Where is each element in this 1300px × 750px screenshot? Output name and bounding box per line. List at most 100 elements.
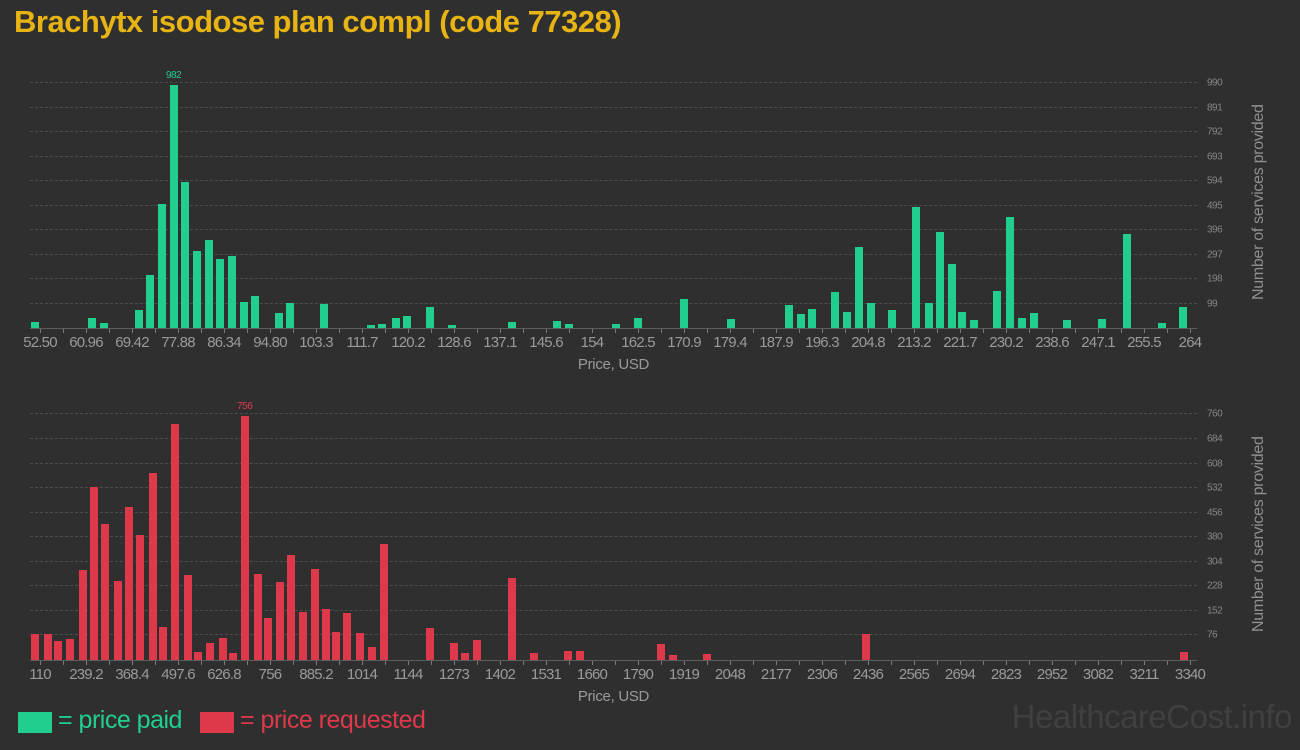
x-tick-label: 756 — [258, 666, 282, 683]
histogram-bar — [90, 486, 99, 660]
histogram-bar — [563, 650, 572, 660]
x-tick-label: 2694 — [944, 666, 976, 683]
x-tick-label: 137.1 — [483, 334, 517, 351]
y-tick-label: 297 — [1207, 249, 1223, 261]
histogram-bar — [911, 206, 920, 328]
histogram-bar — [565, 324, 574, 328]
histogram-bar — [78, 569, 87, 660]
histogram-bar — [204, 240, 213, 328]
y-tick-label: 380 — [1207, 531, 1223, 543]
histogram-bar — [867, 303, 876, 328]
histogram-bar — [461, 652, 470, 660]
price-requested-x-axis-title: Price, USD — [577, 688, 650, 705]
y-tick-label: 456 — [1207, 507, 1223, 519]
gridline — [30, 413, 1197, 415]
x-tick-label: 1660 — [576, 666, 608, 683]
gridline — [30, 180, 1197, 182]
x-tick-label: 94.80 — [253, 334, 287, 351]
y-tick-label: 76 — [1207, 629, 1218, 641]
x-tick-label: 1144 — [393, 666, 423, 683]
histogram-bar — [113, 580, 122, 660]
histogram-bar — [449, 642, 458, 660]
histogram-bar — [218, 638, 227, 660]
histogram-bar — [392, 318, 401, 328]
gridline — [30, 536, 1197, 538]
histogram-bar — [1017, 318, 1026, 328]
gridline — [30, 487, 1197, 489]
x-tick-label: 103.3 — [299, 334, 333, 351]
x-tick-label: 120.2 — [391, 334, 425, 351]
x-tick-label: 187.9 — [759, 334, 793, 351]
gridline — [30, 131, 1197, 133]
x-tick-label: 239.2 — [69, 666, 103, 683]
histogram-bar — [320, 303, 329, 328]
gridline — [30, 302, 1197, 304]
histogram-bar — [331, 631, 340, 660]
y-tick-label: 99 — [1207, 298, 1218, 310]
histogram-bar — [239, 302, 248, 328]
x-tick-label: 111.7 — [346, 334, 378, 351]
price-paid-chart: 982 52.50 60.96 69.42 77.88 86.34 94.80 103.3 1… — [0, 70, 1300, 386]
histogram-bar — [1029, 313, 1038, 328]
x-tick-label: 86.34 — [207, 334, 241, 351]
histogram-bar — [797, 313, 806, 328]
histogram-bar — [958, 311, 967, 328]
histogram-bar — [378, 323, 387, 328]
histogram-bar — [448, 325, 457, 328]
histogram-bar — [286, 303, 295, 328]
x-tick-label: 2048 — [714, 666, 746, 683]
histogram-bar — [356, 632, 365, 660]
gridline — [30, 253, 1197, 255]
x-tick-label: 1273 — [438, 666, 470, 683]
histogram-bar — [507, 577, 516, 660]
histogram-bar — [842, 311, 851, 328]
x-tick-label: 3211 — [1129, 666, 1159, 683]
price-paid-swatch — [18, 712, 52, 733]
histogram-bar — [54, 641, 62, 660]
gridline — [30, 511, 1197, 513]
y-tick-label: 760 — [1207, 408, 1223, 420]
price-paid-x-axis-title: Price, USD — [577, 356, 650, 373]
histogram-bar — [831, 292, 840, 328]
histogram-bar — [264, 618, 273, 660]
histogram-bar — [861, 633, 870, 660]
gridline — [30, 560, 1197, 562]
x-tick-label: 885.2 — [299, 666, 333, 683]
histogram-bar — [426, 306, 435, 328]
histogram-bar — [679, 298, 688, 328]
legend: = price paid = price requested — [0, 704, 720, 740]
histogram-bar — [924, 303, 933, 328]
histogram-bar — [1180, 651, 1189, 660]
histogram-bar — [727, 319, 736, 328]
histogram-bar — [274, 313, 283, 328]
gridline — [30, 634, 1197, 636]
y-tick-label: 304 — [1207, 556, 1223, 568]
histogram-bar — [148, 472, 157, 660]
histogram-bar — [194, 651, 203, 660]
histogram-bar — [299, 611, 308, 660]
x-tick-label: 204.8 — [851, 334, 885, 351]
x-tick-label: 368.4 — [115, 666, 149, 683]
x-tick-label: 2436 — [852, 666, 884, 683]
histogram-bar — [100, 523, 109, 660]
x-tick-label: 238.6 — [1035, 334, 1069, 351]
histogram-bar — [784, 305, 793, 328]
price-paid-x-axis-labels: 52.50 60.96 69.42 77.88 86.34 94.80 103.3 111.7… — [23, 334, 1202, 352]
price-paid-y-axis-title: Number of services provided — [1250, 104, 1267, 300]
histogram-bar — [157, 204, 166, 328]
y-tick-label: 152 — [1207, 605, 1223, 617]
histogram-bar — [99, 323, 108, 328]
x-tick-label: 264 — [1178, 334, 1202, 351]
y-tick-label: 792 — [1207, 126, 1223, 138]
histogram-bar — [30, 633, 39, 660]
price-requested-x-axis-ticks — [40, 661, 1192, 665]
x-tick-label: 162.5 — [621, 334, 655, 351]
peak-value-label: 982 — [165, 70, 182, 82]
histogram-bar — [229, 652, 238, 660]
x-tick-label: 2952 — [1036, 666, 1068, 683]
x-tick-label: 626.8 — [207, 666, 241, 683]
gridline — [30, 229, 1197, 231]
histogram-bar — [181, 181, 190, 328]
histogram-bar — [936, 231, 945, 328]
price-requested-swatch — [200, 712, 234, 733]
